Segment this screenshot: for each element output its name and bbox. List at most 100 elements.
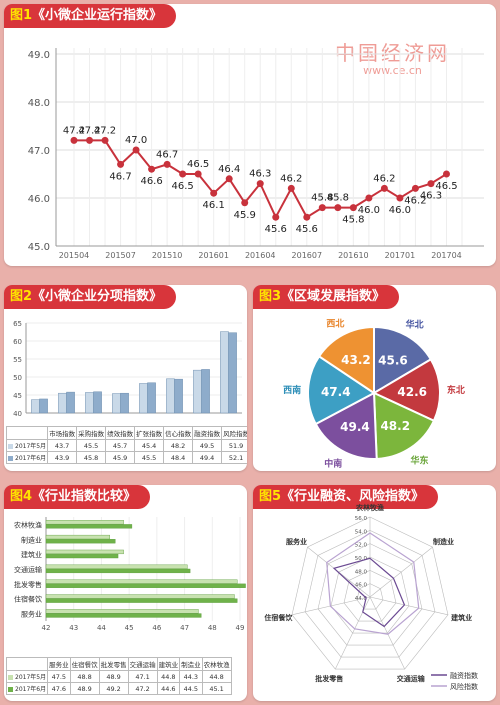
category-label: 交通运输 xyxy=(14,565,42,574)
x-tick-label: 45 xyxy=(125,624,134,632)
y-tick-label: 47.0 xyxy=(28,146,50,157)
data-point xyxy=(101,136,109,144)
radar-tick-label: 48.0 xyxy=(355,569,368,575)
table-cell: 48.2 xyxy=(163,439,194,452)
radar-spoke xyxy=(369,546,433,598)
bar xyxy=(45,524,133,529)
fig2-data-table: 市场指数采购指数绩效指数扩张指数信心指数融资指数风险指数成本指数2017年5月4… xyxy=(5,426,247,464)
data-label: 46.2 xyxy=(373,173,395,184)
pie-slice xyxy=(373,325,433,395)
data-point xyxy=(318,204,326,212)
table-cell: 44.8 xyxy=(156,670,181,683)
table-header-cell: 风险指数 xyxy=(221,426,247,440)
radar-grid-ring xyxy=(317,543,423,646)
data-label: 47.0 xyxy=(125,135,147,146)
panel-fig4: 图4《行业指数比较》 42 43 44 45 46 47 48 49 农林牧渔 制造业 建筑业 交通运… xyxy=(4,485,247,701)
slice-name-label: 华东 xyxy=(411,455,429,467)
x-tick-label: 201601 xyxy=(198,251,229,260)
bar xyxy=(45,594,235,599)
x-tick-label: 201610 xyxy=(338,251,369,260)
bar xyxy=(45,579,238,584)
bar xyxy=(45,583,246,588)
bar xyxy=(193,369,202,414)
table-cell: 44.8 xyxy=(201,670,232,683)
table-cell: 52.1 xyxy=(221,451,247,464)
radar-axis-label: 服务业 xyxy=(286,537,307,546)
watermark: 中国经济网 www.ce.cn xyxy=(335,41,450,77)
radar-tick-label: 56.0 xyxy=(355,516,368,522)
y-tick-label: 48.0 xyxy=(28,98,50,109)
data-label: 45.8 xyxy=(342,215,364,226)
pie-slice xyxy=(307,354,376,426)
bar xyxy=(66,391,75,414)
radar-axis-label: 农林牧渔 xyxy=(355,503,384,512)
y-tick-label: 60 xyxy=(13,338,22,346)
bar xyxy=(45,539,116,544)
table-cell: 45.7 xyxy=(105,439,136,452)
table-cell: 44.3 xyxy=(179,670,203,683)
table-header-cell: 建筑业 xyxy=(156,657,181,671)
slice-name-label: 东北 xyxy=(447,384,465,396)
category-label: 农林牧渔 xyxy=(14,520,42,529)
x-tick-label: 48 xyxy=(208,624,217,632)
data-label: 46.2 xyxy=(280,173,302,184)
data-label: 46.5 xyxy=(172,181,194,192)
table-cell: 47.2 xyxy=(127,682,158,695)
bar xyxy=(45,609,199,614)
radar-spoke xyxy=(369,596,405,670)
data-label: 45.6 xyxy=(296,224,318,235)
panel-fig1: 图1《小微企业运行指数》 中国经济网 www.ce.cn 49.0 48.0 47.0… xyxy=(4,4,496,266)
table-header-cell: 市场指数 xyxy=(47,426,78,440)
radar-tick-label: 54.0 xyxy=(355,529,368,535)
x-tick-label: 201507 xyxy=(105,251,136,260)
table-row: 2017年6月 47.6 48.9 49.2 47.2 44.6 44.5 45.1 xyxy=(5,682,232,695)
radar-grid-ring xyxy=(291,516,449,670)
table-cell: 45.8 xyxy=(76,451,107,464)
x-tick-label: 47 xyxy=(180,624,189,632)
data-point xyxy=(194,170,202,178)
table-header-cell: 住宿餐饮 xyxy=(69,657,100,671)
y-tick-label: 46.0 xyxy=(28,194,50,205)
radar-axis-label: 批发零售 xyxy=(315,674,343,683)
fig2-title: 图2《小微企业分项指数》 xyxy=(4,285,177,309)
x-tick-label: 201504 xyxy=(59,251,90,260)
table-header-row: 市场指数采购指数绩效指数扩张指数信心指数融资指数风险指数成本指数 xyxy=(5,426,247,440)
bar xyxy=(31,399,40,414)
bar xyxy=(220,331,229,414)
radar-chart: 56.054.052.050.048.046.044.0农林牧渔制造业建筑业交通… xyxy=(264,503,478,691)
data-point xyxy=(396,194,404,202)
data-label: 46.5 xyxy=(435,181,457,192)
category-label: 服务业 xyxy=(21,610,42,619)
y-tick-label: 55 xyxy=(13,356,22,364)
radar-tick-label: 52.0 xyxy=(355,543,368,549)
data-label: 46.2 xyxy=(404,195,426,206)
data-point xyxy=(70,136,78,144)
data-label: 45.9 xyxy=(234,210,256,221)
table-cell: 48.4 xyxy=(163,451,194,464)
category-label: 制造业 xyxy=(21,535,42,544)
radar-grid-ring xyxy=(343,570,397,622)
radar-series xyxy=(326,532,420,635)
table-header-cell: 批发零售 xyxy=(98,657,129,671)
pie-slice xyxy=(317,325,375,395)
fig4-data-table: 服务业 住宿餐饮 批发零售 交通运输 建筑业 制造业 农林牧渔 2017年5月 47.5 48.8… xyxy=(5,657,232,695)
x-tick-label: 46 xyxy=(152,624,161,632)
radar-axis-label: 制造业 xyxy=(433,537,454,546)
slice-value-label: 47.4 xyxy=(321,385,351,399)
table-cell: 43.7 xyxy=(47,439,78,452)
table-cell: 45.5 xyxy=(76,439,107,452)
bar xyxy=(39,398,48,414)
y-tick-label: 40 xyxy=(13,410,22,418)
y-tick-label: 45.0 xyxy=(28,242,50,253)
data-label: 45.8 xyxy=(327,193,349,204)
data-label: 45.8 xyxy=(311,193,333,204)
table-cell: 47.5 xyxy=(47,670,71,683)
bar xyxy=(45,568,191,574)
slice-name-label: 中南 xyxy=(324,457,342,469)
radar-tick-label: 50.0 xyxy=(355,556,368,562)
data-point xyxy=(256,180,264,188)
data-label: 46.1 xyxy=(203,200,225,211)
table-header-cell: 信心指数 xyxy=(163,426,194,440)
data-label: 46.3 xyxy=(420,191,442,202)
